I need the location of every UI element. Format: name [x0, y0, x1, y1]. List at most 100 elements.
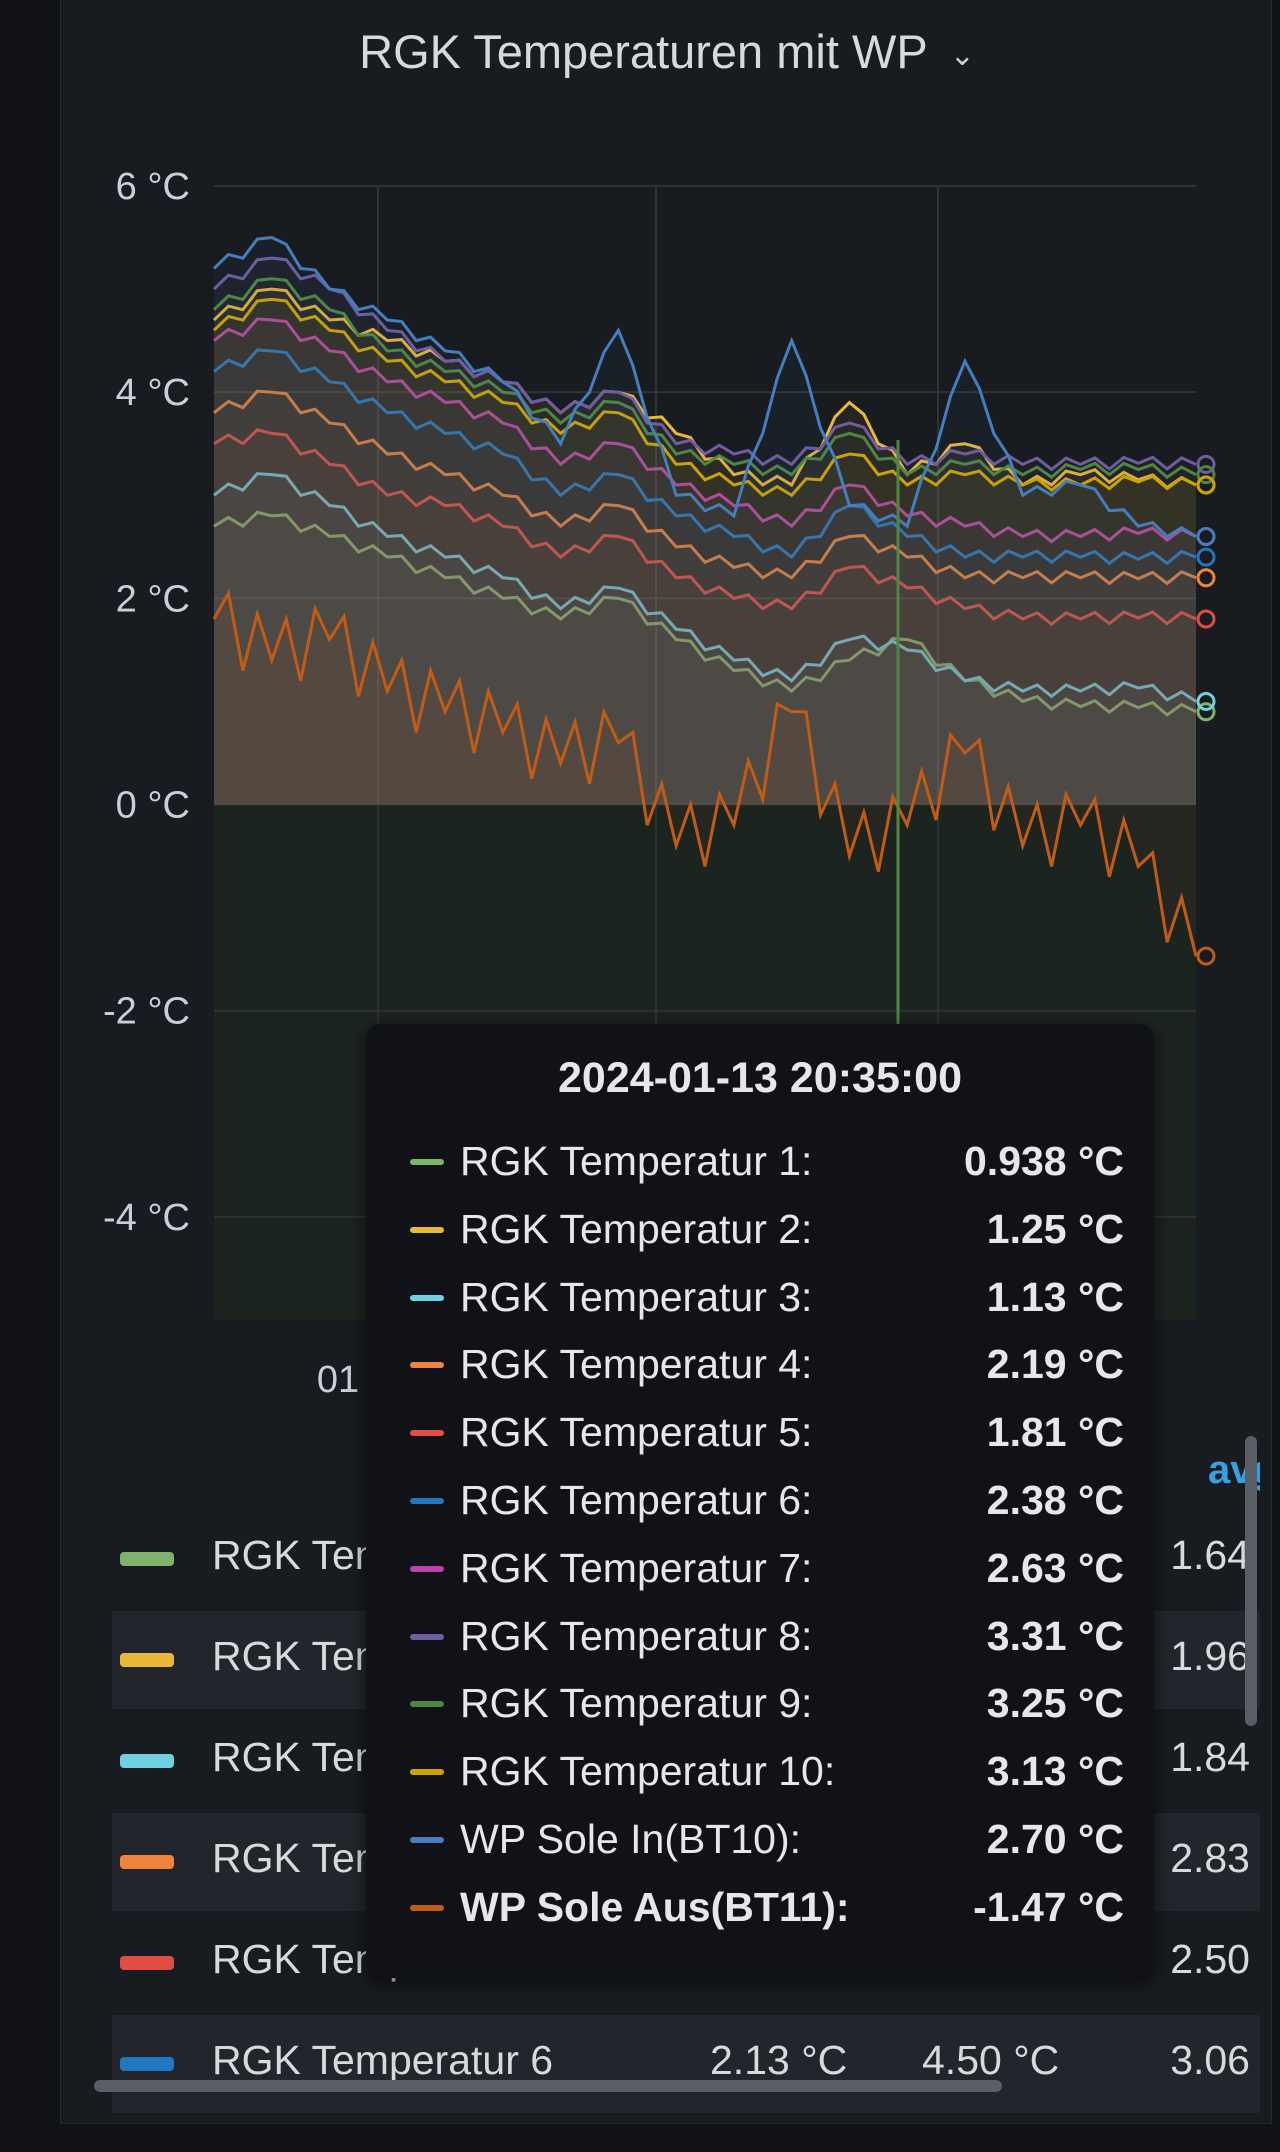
series-color-swatch	[410, 1226, 444, 1233]
vertical-scrollbar[interactable]	[1245, 1436, 1257, 1726]
series-line[interactable]	[213, 510, 1197, 717]
y-tick-label: 0 °C	[116, 785, 190, 827]
series-color-swatch	[410, 1565, 444, 1572]
series-area	[214, 512, 1196, 805]
series-endpoint	[1196, 527, 1216, 547]
legend-color-swatch[interactable]	[120, 1855, 174, 1869]
tooltip-row: RGK Temperatur 8: 3.31 °C	[410, 1607, 1124, 1667]
legend-avg-value: 1.64	[1170, 1532, 1250, 1578]
legend-color-swatch[interactable]	[120, 1754, 174, 1768]
y-tick-label: -4 °C	[103, 1197, 190, 1239]
series-line[interactable]	[213, 389, 1197, 586]
panel-title[interactable]: RGK Temperaturen mit WP ⌄	[61, 24, 1273, 79]
legend-color-swatch[interactable]	[120, 1956, 174, 1970]
series-line[interactable]	[212, 277, 1197, 480]
chevron-down-icon[interactable]: ⌄	[949, 39, 975, 73]
legend-color-swatch[interactable]	[120, 1552, 174, 1566]
tooltip-row: RGK Temperatur 4: 2.19 °C	[410, 1335, 1124, 1395]
tooltip-series-value: -1.47 °C	[973, 1883, 1124, 1930]
series-endpoint	[1196, 568, 1216, 588]
tooltip-series-name: RGK Temperatur 8:	[460, 1612, 813, 1659]
series-endpoint	[1196, 454, 1216, 474]
legend-avg-value: 1.96	[1170, 1633, 1250, 1679]
series-endpoint	[1196, 465, 1216, 485]
tooltip-series-value: 3.25 °C	[986, 1680, 1124, 1727]
tooltip-series-name: RGK Temperatur 7:	[460, 1544, 813, 1591]
tooltip-series-name: WP Sole Aus(BT11):	[460, 1883, 850, 1930]
series-line[interactable]	[213, 428, 1197, 627]
tooltip-series-value: 3.31 °C	[986, 1612, 1124, 1659]
series-area	[214, 258, 1196, 805]
series-endpoint	[1196, 475, 1216, 495]
series-area	[214, 349, 1196, 805]
tooltip-row: WP Sole Aus(BT11): -1.47 °C	[410, 1878, 1124, 1938]
tooltip-series-value: 1.81 °C	[986, 1409, 1124, 1456]
tooltip-series-value: 1.25 °C	[986, 1205, 1124, 1252]
tooltip-row: RGK Temperatur 6: 2.38 °C	[410, 1471, 1124, 1531]
series-area	[214, 278, 1196, 805]
tooltip-series-name: RGK Temperatur 5:	[460, 1409, 813, 1456]
series-color-swatch	[410, 1294, 444, 1301]
series-line[interactable]	[213, 472, 1197, 703]
tooltip-series-value: 2.38 °C	[986, 1477, 1124, 1523]
series-color-swatch	[410, 1904, 444, 1911]
tooltip-time: 2024-01-13 20:35:00	[557, 1054, 963, 1102]
series-color-swatch	[410, 1769, 444, 1776]
legend-avg-value: 2.50	[1170, 1936, 1250, 1982]
y-tick-label: 6 °C	[116, 166, 190, 208]
tooltip-series-name: RGK Temperatur 10:	[460, 1748, 836, 1795]
legend-series-name[interactable]: RGK Temperatur 6	[212, 2037, 554, 2083]
series-line[interactable]	[213, 348, 1197, 566]
series-color-swatch	[410, 1498, 444, 1504]
tooltip-row: RGK Temperatur 5: 1.81 °C	[410, 1403, 1124, 1463]
tooltip-row: RGK Temperatur 7: 2.63 °C	[410, 1539, 1124, 1599]
tooltip-series-name: RGK Temperatur 1:	[460, 1138, 813, 1184]
tooltip-series-name: RGK Temperatur 6:	[460, 1477, 813, 1523]
tooltip-row: RGK Temperatur 3: 1.13 °C	[410, 1268, 1124, 1328]
x-tick-label: 01	[317, 1359, 359, 1401]
panel-title-text: RGK Temperaturen mit WP	[359, 25, 928, 78]
series-color-swatch	[410, 1362, 444, 1369]
series-color-swatch	[410, 1430, 444, 1437]
tooltip-series-value: 2.70 °C	[986, 1816, 1124, 1862]
series-area	[214, 237, 1196, 805]
y-tick-label: 2 °C	[116, 578, 190, 620]
legend-avg-value: 1.84	[1170, 1734, 1250, 1780]
tooltip-series-name: RGK Temperatur 3:	[460, 1273, 813, 1320]
tooltip-series-name: RGK Temperatur 4:	[460, 1341, 813, 1388]
legend-color-swatch[interactable]	[120, 1653, 174, 1667]
series-line[interactable]	[212, 287, 1197, 490]
tooltip-row: RGK Temperatur 9: 3.25 °C	[410, 1674, 1124, 1734]
tooltip-series-value: 1.13 °C	[986, 1273, 1124, 1320]
series-line[interactable]	[213, 317, 1197, 544]
tooltip-series-name: RGK Temperatur 9:	[460, 1680, 813, 1727]
legend-row[interactable]: RGK Temperatur 6 2.13 °C 4.50 °C 3.06	[112, 2015, 1260, 2113]
series-color-swatch	[410, 1837, 444, 1843]
tooltip-series-value: 2.63 °C	[986, 1544, 1124, 1591]
legend-avg-value: 3.06	[1170, 2037, 1250, 2083]
tooltip-series-value: 0.938 °C	[964, 1138, 1124, 1184]
tooltip-row: RGK Temperatur 10: 3.13 °C	[410, 1742, 1124, 1802]
tooltip: 2024-01-13 20:35:00 RGK Temperatur 1: 0.9…	[366, 1024, 1154, 1978]
y-tick-label: 4 °C	[116, 372, 190, 414]
legend-avg-value: 2.83	[1170, 1835, 1250, 1881]
series-area	[214, 391, 1196, 805]
legend-min-value: 2.13 °C	[710, 2037, 848, 2083]
series-color-swatch	[410, 1701, 444, 1708]
y-tick-label: -2 °C	[103, 991, 190, 1033]
series-endpoint	[1196, 609, 1216, 629]
series-line[interactable]	[212, 256, 1197, 472]
series-area	[214, 429, 1196, 805]
tooltip-series-name: RGK Temperatur 2:	[460, 1205, 813, 1252]
series-line[interactable]	[212, 297, 1197, 498]
tooltip-series-value: 2.19 °C	[986, 1341, 1124, 1388]
horizontal-scrollbar[interactable]	[94, 2080, 1002, 2092]
series-area	[214, 289, 1196, 805]
tooltip-series-name: WP Sole In(BT10):	[460, 1816, 802, 1862]
series-line[interactable]	[212, 588, 1198, 957]
legend-max-value: 4.50 °C	[922, 2037, 1060, 2083]
series-line[interactable]	[212, 236, 1197, 539]
series-endpoint	[1196, 946, 1216, 966]
legend-color-swatch[interactable]	[120, 2057, 174, 2071]
tooltip-series-value: 3.13 °C	[986, 1748, 1124, 1795]
